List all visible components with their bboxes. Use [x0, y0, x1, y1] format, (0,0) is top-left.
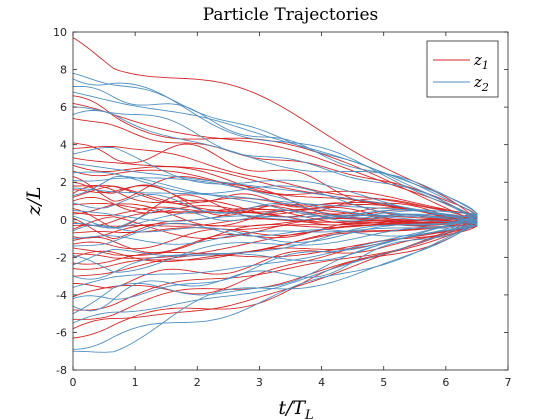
- series-z2: [72, 72, 478, 353]
- x-axis-label-main: t/T: [278, 397, 306, 419]
- legend-label-z1-main: z: [473, 51, 482, 69]
- trajectory-z2-11: [72, 175, 478, 218]
- x-tick-label: 5: [380, 376, 387, 389]
- trajectory-z2-9: [72, 177, 478, 225]
- trajectory-z2-25: [72, 214, 478, 315]
- trajectory-z1-3: [72, 117, 478, 216]
- trajectory-z2-22: [72, 214, 478, 288]
- x-tick-label: 1: [132, 376, 139, 389]
- trajectory-z1-4: [72, 142, 478, 226]
- trajectory-z2-17: [72, 225, 478, 245]
- series-layer: [72, 37, 478, 353]
- trajectory-z2-19: [72, 224, 478, 273]
- trajectory-z2-18: [72, 222, 478, 247]
- trajectory-z2-7: [72, 162, 478, 225]
- y-tick-label: -4: [56, 289, 67, 302]
- trajectory-z2-13: [72, 209, 478, 225]
- trajectory-z1-29: [72, 213, 478, 259]
- axes-box: [72, 31, 509, 371]
- y-tick-label: 6: [60, 101, 67, 114]
- legend-label-z1-sub: 1: [482, 59, 489, 72]
- legend: z1 z2: [426, 40, 499, 98]
- y-tick-label: -8: [56, 364, 67, 377]
- y-tick-label: 0: [60, 214, 67, 227]
- y-tick-label: 2: [60, 176, 67, 189]
- y-tick-label: 10: [53, 26, 67, 39]
- x-tick-label: 2: [194, 376, 201, 389]
- chart-title: Particle Trajectories: [203, 5, 379, 25]
- trajectory-z1-25: [72, 214, 478, 239]
- trajectory-z2-27: [72, 219, 478, 350]
- y-tick-label: 8: [60, 64, 67, 77]
- trajectory-z2-0: [72, 72, 478, 225]
- trajectory-z1-27: [72, 215, 478, 250]
- trajectory-z1-30: [72, 222, 478, 263]
- trajectory-z2-14: [72, 209, 478, 229]
- legend-label-z2-main: z: [473, 73, 482, 91]
- trajectory-z2-12: [72, 194, 478, 222]
- tick-layer: 0 1 2 3 4 5 6 7 -8 -6 -4 -2 0 2 4 6 8 10: [53, 26, 512, 389]
- y-axis-label: z/L: [23, 186, 45, 216]
- x-tick-label: 7: [505, 376, 512, 389]
- trajectory-z1-28: [72, 216, 478, 256]
- x-tick-label: 4: [318, 376, 325, 389]
- trajectory-z2-4: [72, 106, 478, 222]
- trajectory-z2-3: [72, 91, 478, 214]
- trajectory-z2-28: [72, 217, 478, 353]
- trajectory-z1-18: [72, 206, 478, 224]
- legend-box: [426, 40, 499, 98]
- y-tick-label: -2: [56, 251, 67, 264]
- trajectory-z2-24: [72, 223, 478, 312]
- y-tick-label: -6: [56, 326, 67, 339]
- trajectory-z1-35: [72, 222, 478, 298]
- trajectory-z2-20: [72, 214, 478, 266]
- x-tick-label: 0: [70, 376, 77, 389]
- trajectory-z1-13: [72, 185, 478, 218]
- x-axis-label-sub: L: [304, 408, 314, 420]
- trajectory-z2-15: [72, 207, 478, 229]
- legend-label-z2: z2: [473, 73, 489, 94]
- trajectory-z2-5: [72, 110, 478, 215]
- legend-label-z2-sub: 2: [481, 81, 489, 94]
- legend-label-z1: z1: [473, 51, 489, 72]
- x-tick-label: 3: [256, 376, 263, 389]
- x-tick-label: 6: [442, 376, 449, 389]
- trajectory-z1-39: [72, 219, 478, 339]
- trajectory-z1-31: [72, 219, 478, 265]
- trajectory-z2-16: [72, 221, 478, 243]
- trajectory-z2-10: [72, 187, 478, 220]
- trajectory-z1-37: [72, 221, 478, 320]
- trajectory-z1-2: [72, 102, 478, 221]
- trajectory-z2-26: [72, 218, 478, 324]
- x-axis-label: t/TL: [278, 397, 313, 420]
- y-tick-label: 4: [60, 139, 67, 152]
